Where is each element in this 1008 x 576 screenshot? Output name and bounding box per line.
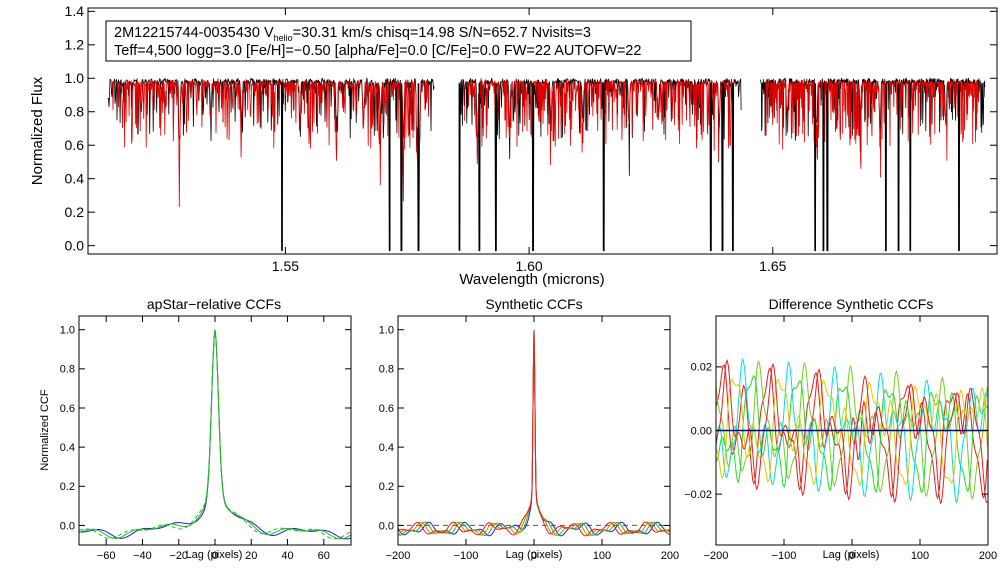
apstar-ccf-ytick-label: 0.6 [60, 403, 75, 415]
synthetic-ccf-ytick-label: 0.4 [379, 442, 394, 454]
spectrum-xtick-label: 1.65 [759, 258, 786, 274]
spectrum-xtick-label: 1.60 [515, 258, 542, 274]
apstar-ccf-series-2 [78, 329, 352, 540]
difference-ccf-xtick-label: −100 [772, 550, 797, 562]
apstar-ccf-panel: apStar−relative CCFs −60 −40 −20 0 20 40 60 0.0… [39, 296, 352, 562]
apstar-ccf-frame [78, 315, 352, 546]
difference-ccf-series-6 [715, 359, 988, 505]
difference-ccf-axes: −200 −100 0 100 200 −0.02 0.00 0.02 [684, 316, 997, 562]
difference-ccf-data-layer [715, 358, 988, 505]
difference-ccf-xtick-label: 100 [911, 550, 929, 562]
apstar-ccf-xtick-label: −60 [97, 550, 116, 562]
difference-ccf-ytick-label: 0.00 [691, 425, 712, 437]
difference-ccf-xtick-label: −200 [704, 550, 729, 562]
spectrum-xlabel: Wavelength (microns) [459, 271, 604, 288]
synthetic-ccf-panel: Synthetic CCFs −200 −100 0 100 200 0.0 0.2 0.4 0… [379, 296, 679, 562]
difference-ccf-series-2 [715, 360, 988, 501]
spectrum-ytick-label: 1.0 [65, 70, 85, 86]
synthetic-ccf-ytick-label: 0.6 [379, 403, 394, 415]
apstar-ccf-xtick-label: 20 [245, 550, 257, 562]
info-box [105, 20, 692, 62]
spectrum-ytick-label: 0.6 [65, 137, 85, 153]
spectrum-ytick-label: 1.2 [65, 37, 85, 53]
apstar-ccf-ytick-label: 0.2 [60, 481, 75, 493]
apstar-ccf-axes: −60 −40 −20 0 20 40 60 0.0 0.2 0.4 0.6 0.8 1.0 [60, 316, 351, 562]
difference-ccf-series-4 [715, 358, 988, 504]
observed-spectrum-chip-2 [459, 77, 742, 252]
synthetic-ccf-xlabel: Lag (pixels) [506, 549, 563, 561]
synthetic-ccf-ytick-label: 0.2 [379, 481, 394, 493]
difference-ccf-xlabel: Lag (pixels) [823, 549, 880, 561]
apstar-ccf-xlabel: Lag (pixels) [186, 549, 243, 561]
spectrum-ytick-label: 0.0 [65, 238, 85, 254]
apstar-ccf-ytick-label: 0.0 [60, 520, 75, 532]
synthetic-ccf-xtick-label: 200 [661, 550, 679, 562]
spectrum-ytick-label: 0.8 [65, 104, 85, 120]
apstar-ccf-ylabel: Normalized CCF [39, 389, 51, 471]
difference-ccf-title: Difference Synthetic CCFs [769, 296, 934, 312]
synthetic-ccf-ytick-label: 0.0 [379, 520, 394, 532]
synthetic-ccf-title: Synthetic CCFs [485, 296, 582, 312]
apstar-ccf-xtick-label: −20 [169, 550, 188, 562]
spectrum-xtick-label: 1.55 [272, 258, 299, 274]
spectrum-ytick-label: 1.4 [65, 3, 85, 19]
apstar-ccf-series-3 [78, 329, 352, 540]
synthetic-ccf-xtick-label: 0 [531, 550, 537, 562]
spectrum-data-layer [107, 77, 986, 252]
spectrum-ytick-label: 0.4 [65, 171, 85, 187]
spectrum-ylabel: Normalized Flux [29, 76, 46, 185]
apstar-ccf-xtick-label: 60 [318, 550, 330, 562]
apstar-ccf-xtick-label: −40 [133, 550, 152, 562]
difference-ccf-xtick-label: 0 [849, 550, 855, 562]
difference-ccf-ytick-label: −0.02 [684, 489, 712, 501]
apstar-ccf-data-layer [78, 329, 352, 540]
apstar-ccf-ytick-label: 0.4 [60, 442, 75, 454]
observed-spectrum-chip-3 [760, 77, 986, 252]
synthetic-ccf-xtick-label: −100 [454, 550, 479, 562]
spectrum-panel: 1.55 1.60 1.65 0.0 0.2 0.4 0.6 0.8 1.0 1.2 1.4 2M1… [29, 3, 998, 288]
apstar-ccf-xtick-label: 0 [212, 550, 218, 562]
synthetic-ccf-xtick-label: 100 [593, 550, 611, 562]
synthetic-ccf-xtick-label: −200 [386, 550, 411, 562]
difference-ccf-xtick-label: 200 [979, 550, 997, 562]
synthetic-ccf-axes: −200 −100 0 100 200 0.0 0.2 0.4 0.6 0.8 1.0 [379, 316, 679, 562]
spectrum-axes: 1.55 1.60 1.65 0.0 0.2 0.4 0.6 0.8 1.0 1.2 1.4 [65, 3, 997, 274]
model-spectrum-chip-2 [464, 79, 737, 166]
apstar-ccf-ytick-label: 0.8 [60, 364, 75, 376]
synthetic-ccf-series-4 [397, 329, 671, 537]
apstar-ccf-ytick-label: 1.0 [60, 325, 75, 337]
info-line-1: 2M12215744-0035430 Vhelio=30.31 km/s chi… [114, 25, 591, 43]
apstar-ccf-title: apStar−relative CCFs [147, 296, 281, 312]
difference-ccf-panel: Difference Synthetic CCFs −200 −100 0 100 20… [684, 296, 997, 562]
spectrum-plot-frame [87, 7, 998, 255]
model-spectrum-chip-1 [112, 79, 430, 208]
model-spectrum-chip-3 [765, 79, 980, 178]
synthetic-ccf-ytick-label: 0.8 [379, 364, 394, 376]
difference-ccf-ytick-label: 0.02 [691, 362, 712, 374]
spectrum-ytick-label: 0.2 [65, 204, 85, 220]
apstar-ccf-xtick-label: 40 [281, 550, 293, 562]
apstar-ccf-series-1 [78, 329, 352, 540]
synthetic-ccf-ytick-label: 1.0 [379, 325, 394, 337]
observed-spectrum-chip-1 [107, 77, 435, 252]
synthetic-ccf-data-layer [397, 329, 671, 537]
info-line-2: Teff=4,500 logg=3.0 [Fe/H]=−0.50 [alpha/… [114, 43, 641, 59]
